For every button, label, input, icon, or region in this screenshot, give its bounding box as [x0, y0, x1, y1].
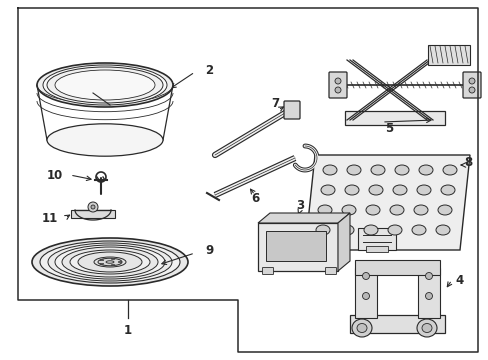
- Ellipse shape: [339, 225, 353, 235]
- Ellipse shape: [100, 263, 103, 265]
- Circle shape: [91, 205, 95, 209]
- FancyBboxPatch shape: [284, 101, 299, 119]
- Circle shape: [334, 78, 340, 84]
- Ellipse shape: [387, 225, 401, 235]
- Ellipse shape: [37, 63, 173, 107]
- Ellipse shape: [413, 205, 427, 215]
- Text: 3: 3: [295, 198, 304, 212]
- Circle shape: [88, 202, 98, 212]
- Ellipse shape: [442, 165, 456, 175]
- Ellipse shape: [356, 324, 366, 333]
- Ellipse shape: [55, 245, 164, 279]
- FancyBboxPatch shape: [325, 267, 336, 274]
- Ellipse shape: [341, 205, 355, 215]
- Polygon shape: [75, 210, 111, 220]
- Ellipse shape: [346, 165, 360, 175]
- Ellipse shape: [394, 165, 408, 175]
- Ellipse shape: [43, 65, 167, 105]
- Polygon shape: [337, 213, 349, 271]
- FancyBboxPatch shape: [357, 228, 395, 250]
- Ellipse shape: [411, 225, 425, 235]
- Text: 11: 11: [42, 212, 58, 225]
- Text: 10: 10: [47, 168, 63, 181]
- FancyBboxPatch shape: [354, 260, 439, 275]
- Ellipse shape: [368, 185, 382, 195]
- Ellipse shape: [315, 225, 329, 235]
- FancyBboxPatch shape: [71, 210, 115, 218]
- Ellipse shape: [437, 205, 451, 215]
- Circle shape: [362, 273, 369, 279]
- Circle shape: [362, 292, 369, 300]
- Ellipse shape: [320, 185, 334, 195]
- Text: 4: 4: [455, 274, 463, 287]
- FancyBboxPatch shape: [258, 223, 337, 271]
- Ellipse shape: [416, 185, 430, 195]
- Ellipse shape: [351, 319, 371, 337]
- Text: 1: 1: [123, 324, 132, 337]
- Text: 8: 8: [463, 156, 471, 168]
- FancyBboxPatch shape: [328, 72, 346, 98]
- FancyBboxPatch shape: [262, 267, 273, 274]
- Circle shape: [468, 87, 474, 93]
- Ellipse shape: [106, 261, 114, 263]
- Ellipse shape: [40, 241, 180, 283]
- Text: 9: 9: [204, 243, 213, 257]
- Circle shape: [425, 292, 431, 300]
- Ellipse shape: [94, 257, 126, 267]
- Ellipse shape: [418, 165, 432, 175]
- FancyBboxPatch shape: [354, 268, 376, 318]
- Ellipse shape: [435, 225, 449, 235]
- Ellipse shape: [98, 258, 122, 266]
- Ellipse shape: [111, 265, 115, 266]
- FancyBboxPatch shape: [365, 246, 387, 252]
- Text: 5: 5: [384, 122, 392, 135]
- Ellipse shape: [345, 185, 358, 195]
- Ellipse shape: [363, 225, 377, 235]
- Ellipse shape: [370, 165, 384, 175]
- Circle shape: [468, 78, 474, 84]
- Polygon shape: [258, 213, 349, 223]
- Circle shape: [425, 273, 431, 279]
- Ellipse shape: [48, 243, 172, 281]
- Ellipse shape: [389, 205, 403, 215]
- Ellipse shape: [323, 165, 336, 175]
- Ellipse shape: [62, 247, 158, 277]
- FancyBboxPatch shape: [417, 268, 439, 318]
- Ellipse shape: [78, 252, 142, 272]
- Ellipse shape: [416, 319, 436, 337]
- Ellipse shape: [365, 205, 379, 215]
- FancyBboxPatch shape: [265, 231, 325, 261]
- Circle shape: [334, 87, 340, 93]
- Ellipse shape: [421, 324, 431, 333]
- FancyBboxPatch shape: [345, 111, 444, 125]
- Ellipse shape: [47, 124, 163, 156]
- Text: 2: 2: [204, 63, 213, 77]
- FancyBboxPatch shape: [349, 315, 444, 333]
- Ellipse shape: [55, 70, 155, 100]
- FancyBboxPatch shape: [427, 45, 469, 65]
- Ellipse shape: [111, 258, 115, 260]
- Ellipse shape: [70, 250, 150, 274]
- Ellipse shape: [118, 261, 122, 262]
- Ellipse shape: [32, 238, 187, 286]
- Ellipse shape: [440, 185, 454, 195]
- Ellipse shape: [100, 260, 103, 261]
- FancyBboxPatch shape: [462, 72, 480, 98]
- Polygon shape: [305, 155, 469, 250]
- Ellipse shape: [392, 185, 406, 195]
- Text: 6: 6: [250, 192, 259, 204]
- Ellipse shape: [317, 205, 331, 215]
- Text: 7: 7: [270, 96, 279, 109]
- Ellipse shape: [47, 67, 163, 103]
